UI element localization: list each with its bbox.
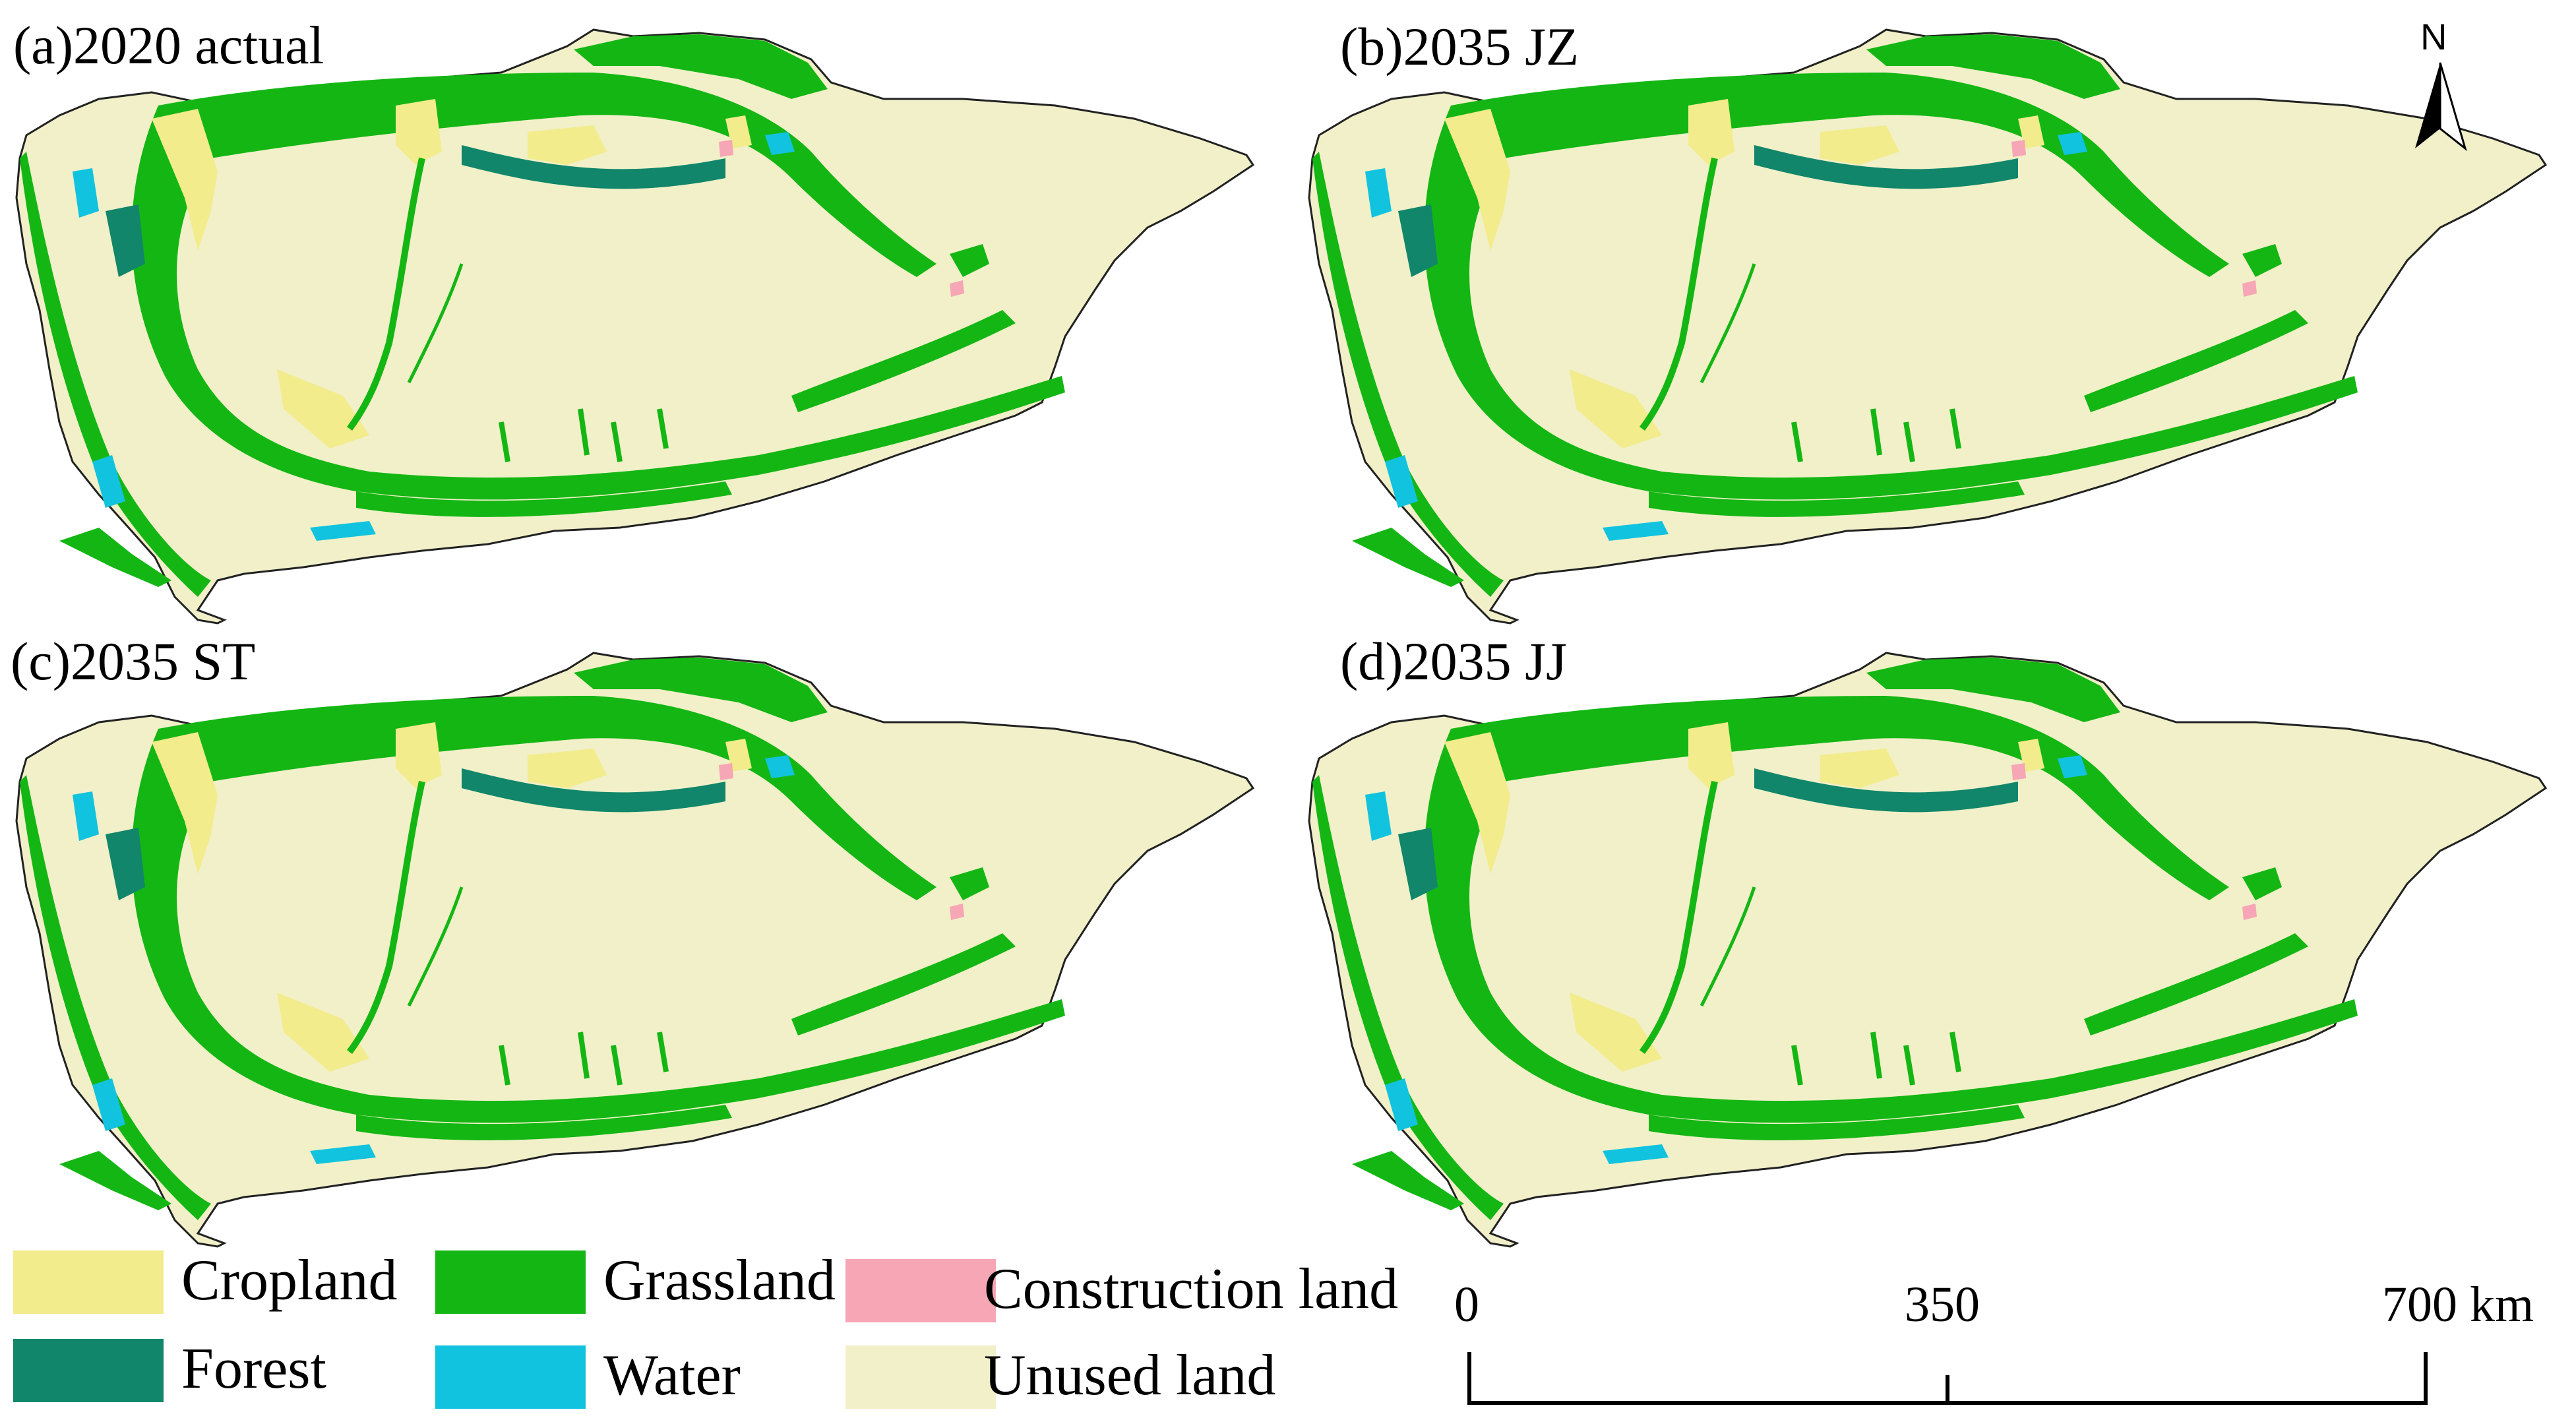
legend-label-construction-land: Construction land: [984, 1257, 1399, 1321]
panel-title-b: (b)2035 JZ: [1340, 16, 1579, 77]
legend-label-cropland: Cropland: [181, 1249, 398, 1312]
map-panel-c: [16, 653, 1253, 1247]
forest-swatch: [13, 1339, 164, 1402]
legend-label-unused-land: Unused land: [984, 1343, 1276, 1407]
panel-title-d: (d)2035 JJ: [1340, 631, 1567, 691]
map-panel-a: [16, 30, 1253, 623]
map-panel-d: [1309, 653, 2546, 1247]
scale-label-700: 700 km: [2382, 1277, 2534, 1332]
scale-label-0: 0: [1454, 1277, 1479, 1332]
grassland-swatch: [435, 1250, 586, 1314]
legend-label-grassland: Grassland: [603, 1249, 836, 1312]
map-panel-b: [1309, 30, 2546, 623]
cropland-swatch: [13, 1250, 164, 1314]
water-swatch: [435, 1345, 586, 1409]
panel-title-a: (a)2020 actual: [13, 15, 324, 75]
scale-label-350: 350: [1905, 1277, 1980, 1332]
north-arrow-icon: [2415, 62, 2467, 152]
legend-label-water: Water: [603, 1343, 741, 1407]
unused-land-swatch: [845, 1345, 996, 1409]
scale-bar: [1467, 1352, 2428, 1405]
legend-label-forest: Forest: [181, 1337, 326, 1401]
construction-land-swatch: [845, 1259, 996, 1322]
north-label: N: [2420, 16, 2447, 57]
panel-title-c: (c)2035 ST: [11, 631, 256, 691]
